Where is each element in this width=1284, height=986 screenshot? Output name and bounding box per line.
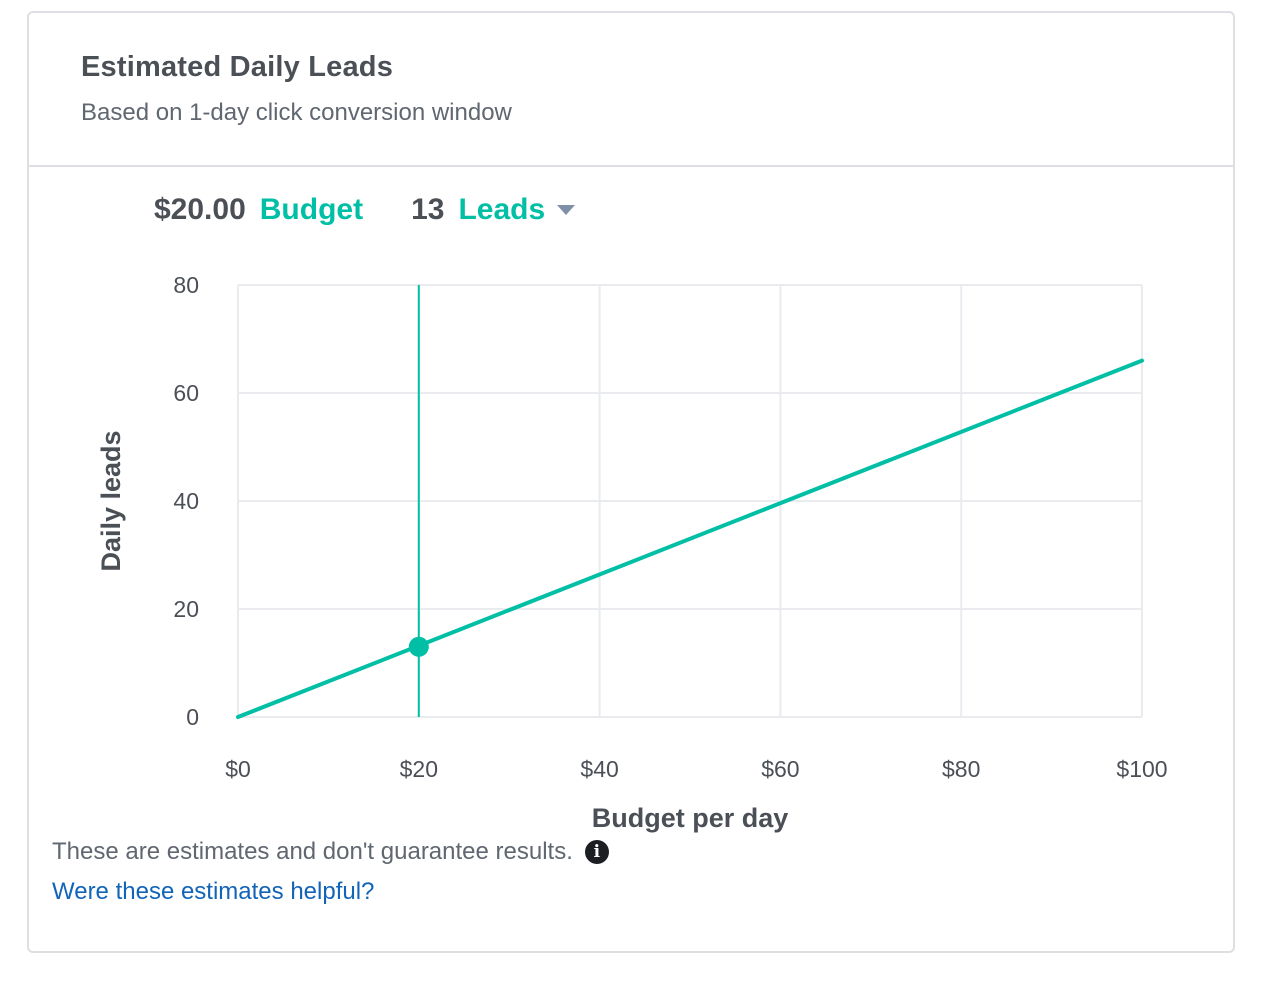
budget-value: $20.00 bbox=[154, 193, 246, 226]
leads-value: 13 bbox=[411, 193, 445, 226]
x-tick-label: $0 bbox=[225, 756, 251, 782]
y-tick-label: 60 bbox=[173, 380, 199, 406]
leads-chart[interactable]: $0 $20 $40 $60 $80 $100 0 20 40 60 80 Budget per d… bbox=[0, 0, 1284, 840]
budget-label: Budget bbox=[259, 193, 364, 226]
leads-label[interactable]: Leads bbox=[458, 193, 546, 226]
x-tick-label: $100 bbox=[1116, 756, 1167, 782]
y-tick-label: 80 bbox=[173, 272, 199, 298]
card-header: Estimated Daily Leads Based on 1-day cli… bbox=[29, 13, 1233, 167]
info-icon[interactable]: i bbox=[584, 840, 609, 864]
y-tick-label: 0 bbox=[186, 704, 199, 730]
x-tick-label: $80 bbox=[942, 756, 980, 782]
card-title: Estimated Daily Leads bbox=[81, 51, 394, 83]
y-tick-label: 20 bbox=[173, 596, 199, 622]
y-tick-label: 40 bbox=[173, 488, 199, 514]
x-axis-label: Budget per day bbox=[592, 803, 789, 833]
x-tick-label: $20 bbox=[400, 756, 438, 782]
estimate-summary: $20.00 Budget 13 Leads bbox=[154, 190, 576, 230]
chevron-down-icon[interactable] bbox=[557, 205, 576, 215]
x-tick-label: $60 bbox=[761, 756, 799, 782]
selected-budget-point[interactable] bbox=[408, 636, 429, 657]
disclaimer-text: These are estimates and don't guarantee … bbox=[52, 838, 573, 865]
leads-series-line bbox=[236, 358, 1144, 719]
estimated-leads-card: Estimated Daily Leads Based on 1-day cli… bbox=[27, 11, 1235, 953]
estimates-helpful-link[interactable]: Were these estimates helpful? bbox=[52, 878, 375, 905]
card-subtitle: Based on 1-day click conversion window bbox=[81, 99, 512, 126]
x-tick-label: $40 bbox=[580, 756, 618, 782]
disclaimer: These are estimates and don't guarantee … bbox=[52, 838, 609, 866]
y-axis-label: Daily leads bbox=[96, 430, 126, 571]
